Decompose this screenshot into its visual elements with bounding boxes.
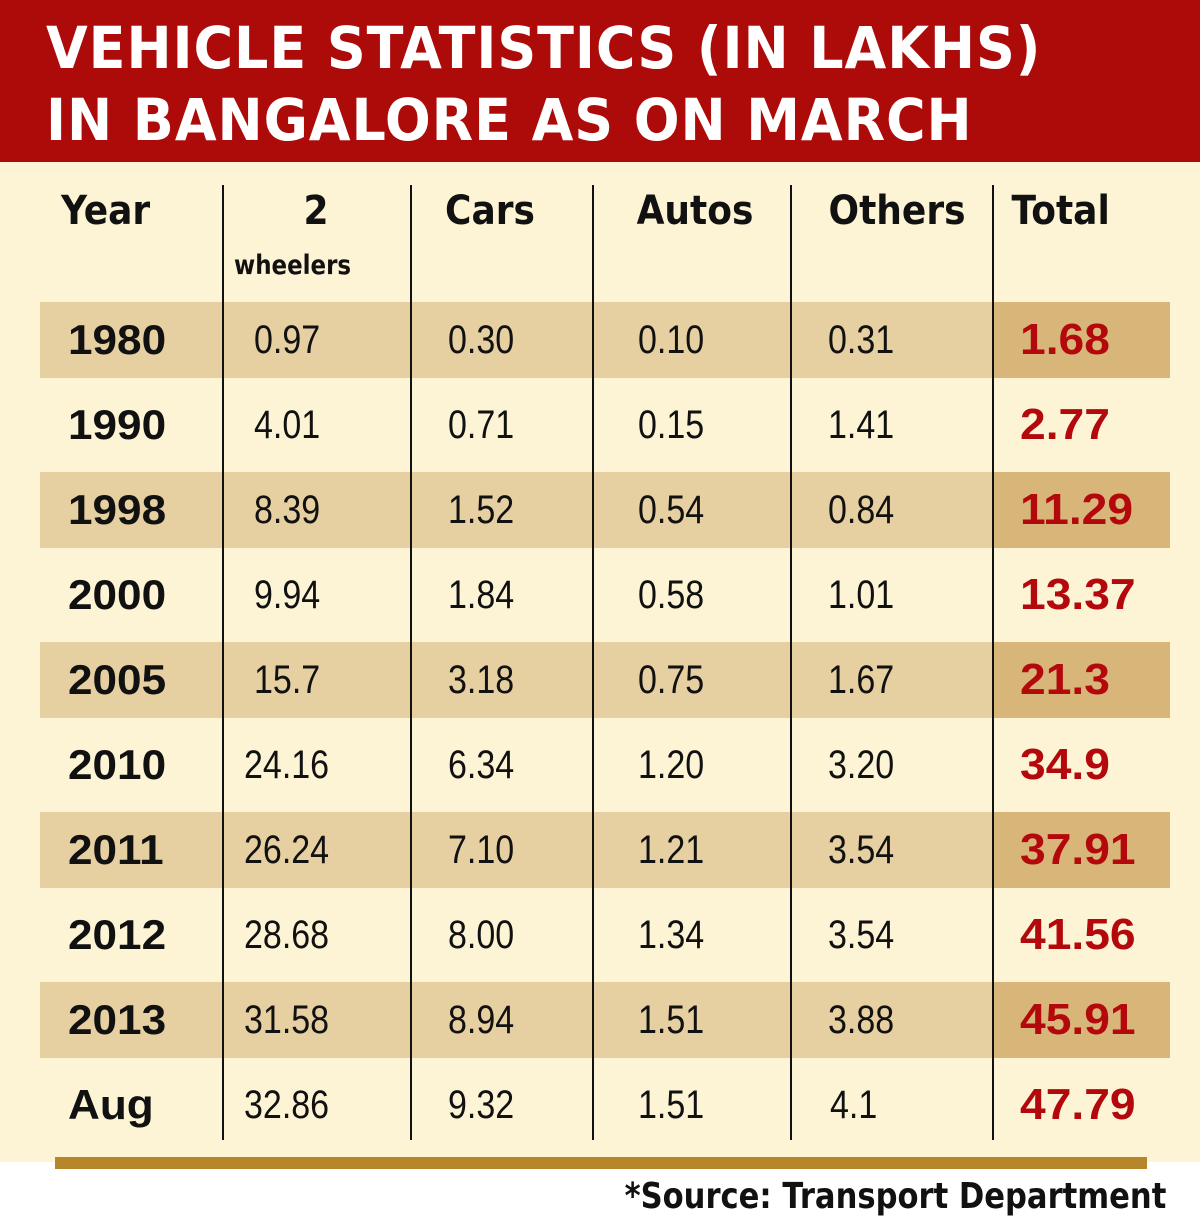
- total-stripe: [994, 472, 1170, 548]
- total-stripe: [994, 642, 1170, 718]
- year-cell: Aug: [68, 1081, 154, 1128]
- value-cell: 0.84: [828, 488, 895, 532]
- total-stripe: [994, 812, 1170, 888]
- value-cell: 6.34: [448, 743, 515, 787]
- value-cell: 1.20: [638, 743, 705, 787]
- total-cell: 34.9: [1020, 740, 1110, 789]
- total-cell: 41.56: [1020, 910, 1136, 959]
- value-cell: 3.54: [828, 828, 895, 872]
- value-cell: 8.00: [448, 913, 515, 957]
- value-cell: 0.30: [448, 318, 515, 362]
- value-cell: 9.94: [254, 573, 321, 617]
- year-cell: 2000: [68, 571, 167, 618]
- value-cell: 1.84: [448, 573, 515, 617]
- value-cell: 0.58: [638, 573, 705, 617]
- value-cell: 1.41: [828, 403, 895, 447]
- total-cell: 11.29: [1020, 485, 1134, 534]
- source-note: *Source: Transport Department: [624, 1176, 1166, 1217]
- value-cell: 28.68: [244, 913, 330, 957]
- column-header-sub: wheelers: [234, 250, 352, 281]
- column-header: Autos: [636, 188, 754, 234]
- value-cell: 3.54: [828, 913, 895, 957]
- value-cell: 9.32: [448, 1083, 515, 1127]
- value-cell: 0.31: [828, 318, 895, 362]
- year-cell: 2005: [68, 656, 167, 703]
- value-cell: 26.24: [244, 828, 330, 872]
- bottom-rule: [55, 1157, 1147, 1169]
- value-cell: 0.54: [638, 488, 705, 532]
- year-cell: 1990: [68, 401, 167, 448]
- year-cell: 1980: [68, 316, 167, 363]
- column-header: Cars: [445, 188, 535, 234]
- year-cell: 2011: [68, 826, 164, 873]
- value-cell: 24.16: [244, 743, 330, 787]
- total-stripe: [994, 982, 1170, 1058]
- value-cell: 0.15: [638, 403, 705, 447]
- year-cell: 2010: [68, 741, 167, 788]
- value-cell: 15.7: [254, 658, 321, 702]
- value-cell: 8.94: [448, 998, 515, 1042]
- value-cell: 8.39: [254, 488, 321, 532]
- title-banner: VEHICLE STATISTICS (IN LAKHS) IN BANGALO…: [0, 0, 1200, 162]
- total-cell: 47.79: [1020, 1080, 1136, 1129]
- column-divider: [592, 185, 594, 1140]
- value-cell: 0.97: [254, 318, 321, 362]
- value-cell: 4.1: [830, 1083, 878, 1127]
- column-divider: [992, 185, 994, 1140]
- value-cell: 1.67: [828, 658, 895, 702]
- value-cell: 7.10: [448, 828, 515, 872]
- total-cell: 37.91: [1020, 825, 1136, 874]
- year-cell: 2013: [68, 996, 167, 1043]
- row-stripe: [40, 642, 1170, 718]
- row-stripe: [40, 812, 1170, 888]
- column-header: Total: [1011, 188, 1110, 234]
- value-cell: 1.01: [828, 573, 895, 617]
- value-cell: 1.51: [638, 998, 705, 1042]
- total-stripe: [994, 302, 1170, 378]
- value-cell: 1.51: [638, 1083, 705, 1127]
- value-cell: 31.58: [244, 998, 330, 1042]
- value-cell: 3.88: [828, 998, 895, 1042]
- total-cell: 13.37: [1020, 570, 1136, 619]
- column-divider: [410, 185, 412, 1140]
- year-cell: 1998: [68, 486, 167, 533]
- value-cell: 0.75: [638, 658, 705, 702]
- value-cell: 32.86: [244, 1083, 330, 1127]
- column-header: Year: [60, 188, 151, 234]
- row-stripe: [40, 302, 1170, 378]
- title-line-1: VEHICLE STATISTICS (IN LAKHS): [46, 14, 1042, 82]
- column-divider: [222, 185, 224, 1140]
- value-cell: 0.71: [448, 403, 515, 447]
- year-cell: 2012: [68, 911, 167, 958]
- value-cell: 3.20: [828, 743, 895, 787]
- title-line-2: IN BANGALORE AS ON MARCH: [46, 86, 973, 154]
- value-cell: 1.21: [638, 828, 705, 872]
- total-cell: 1.68: [1020, 315, 1110, 364]
- row-stripe: [40, 982, 1170, 1058]
- column-divider: [790, 185, 792, 1140]
- total-cell: 45.91: [1020, 995, 1136, 1044]
- column-header: Others: [828, 188, 966, 234]
- total-cell: 2.77: [1020, 400, 1110, 449]
- column-header: 2: [303, 188, 329, 234]
- total-cell: 21.3: [1020, 655, 1110, 704]
- value-cell: 0.10: [638, 318, 705, 362]
- value-cell: 3.18: [448, 658, 515, 702]
- value-cell: 4.01: [254, 403, 321, 447]
- value-cell: 1.52: [448, 488, 515, 532]
- value-cell: 1.34: [638, 913, 705, 957]
- row-stripe: [40, 472, 1170, 548]
